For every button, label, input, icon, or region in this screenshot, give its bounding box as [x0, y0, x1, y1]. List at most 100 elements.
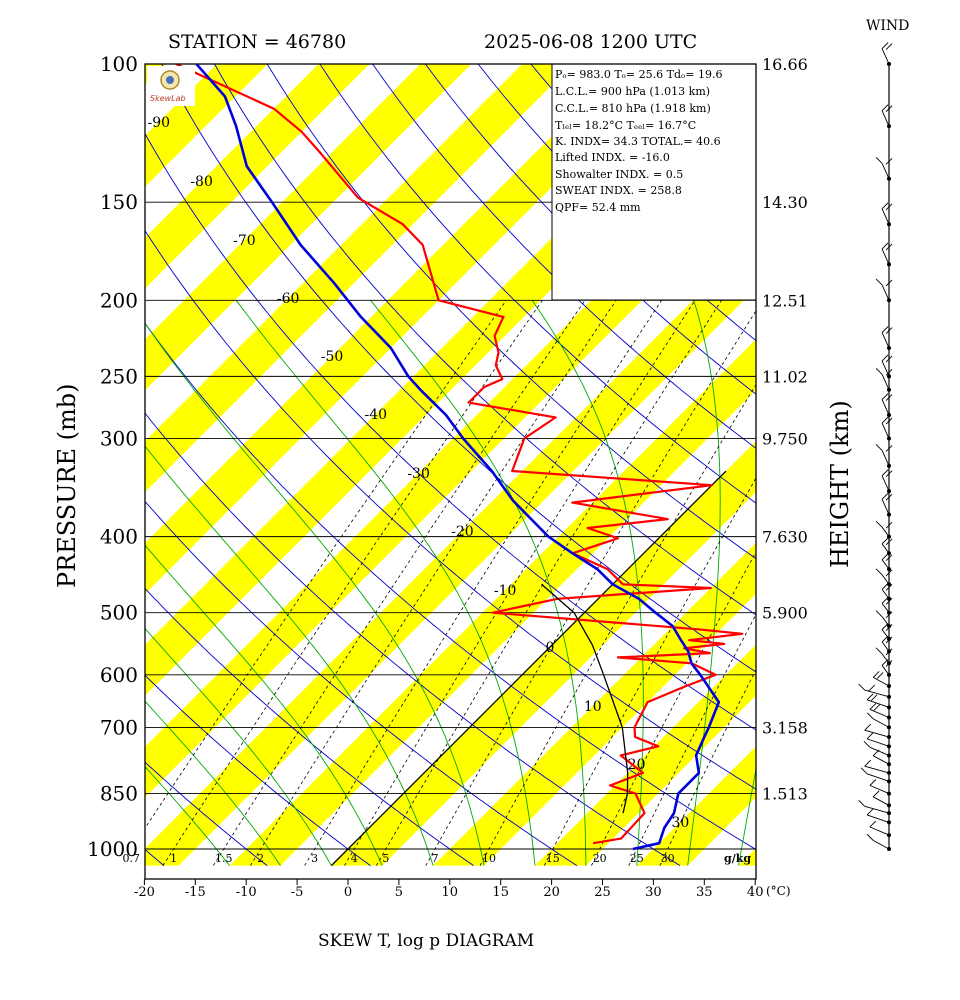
- wind-barb-feather: [881, 393, 889, 400]
- dry-adiabat: [0, 47, 61, 866]
- wind-barb: [881, 629, 890, 640]
- height-label: 11.02: [762, 367, 808, 386]
- wind-barb-feather: [860, 767, 868, 775]
- pressure-label: 100: [100, 52, 138, 76]
- x-tick-label: 0: [344, 885, 352, 900]
- dry-adiabat: [145, 412, 681, 866]
- moist-adiabat: [145, 300, 332, 866]
- wind-barb: [881, 208, 890, 225]
- mixing-ratio-labels: 0.7 1 1.5 2 3 4 5 7 10 15 20 25 30: [122, 852, 674, 865]
- wind-barb-feather: [875, 368, 883, 375]
- index-line-3: C.C.L.= 810 hPa (1.918 km): [555, 102, 711, 115]
- wind-barb-feather: [885, 157, 893, 165]
- wind-barb-feather: [885, 243, 893, 251]
- wind-barb: [881, 616, 890, 627]
- wind-barb: [881, 332, 890, 349]
- x-tick-label: -20: [134, 885, 155, 900]
- wind-barb-feather: [885, 554, 893, 562]
- black-profile: [541, 583, 629, 814]
- height-label: 3.158: [762, 718, 808, 737]
- isotherm-band: [942, 47, 960, 866]
- mixing-ratio-label: 5: [382, 852, 389, 865]
- wind-barb: [864, 805, 890, 814]
- wind-barb-feather: [885, 538, 893, 546]
- isotherm-band: [636, 746, 756, 866]
- moist-adiabat: [235, 300, 536, 866]
- isotherm-label: 30: [671, 815, 689, 831]
- wind-barb-feather: [869, 703, 877, 710]
- wind-barb: [866, 738, 890, 747]
- wind-barb: [881, 653, 890, 664]
- wind-barb: [866, 699, 890, 708]
- index-line-7: Showalter INDX. = 0.5: [555, 168, 683, 181]
- pressure-label: 850: [100, 782, 138, 806]
- wind-barb-feather: [885, 470, 893, 477]
- wind-barb-feather: [875, 156, 883, 164]
- wind-barb-feather: [885, 369, 893, 376]
- moist-adiabat: [145, 300, 434, 866]
- wind-barb: [869, 746, 890, 756]
- station-label: STATION = 46780: [168, 31, 346, 53]
- dry-adiabat: [145, 587, 474, 866]
- wind-barb: [872, 755, 890, 765]
- isotherm-label: -70: [233, 233, 256, 249]
- height-label: 14.30: [762, 193, 808, 212]
- wind-barb-feather: [885, 43, 893, 50]
- mixing-ratio-label: 1.5: [215, 852, 233, 865]
- wind-barb: [881, 475, 890, 492]
- wind-barb-feather: [885, 493, 893, 501]
- pressure-label: 500: [100, 601, 138, 625]
- wind-barb: [881, 499, 890, 515]
- wind-barb: [881, 559, 890, 570]
- mixing-ratio-label: 30: [661, 852, 675, 865]
- wind-barb-feather: [868, 684, 876, 692]
- wind-barb-feather: [864, 723, 872, 731]
- wind-barb-feather: [869, 779, 877, 786]
- index-line-1: Pₒ= 983.0 Tₒ= 25.6 Tdₒ= 19.6: [555, 68, 722, 81]
- wind-barb-feather: [873, 704, 881, 711]
- wind-label: WIND: [866, 18, 909, 34]
- wind-barb: [872, 796, 890, 806]
- x-tick-label: 25: [594, 885, 611, 900]
- dry-adiabat: [145, 322, 756, 851]
- wind-barb-feather: [872, 671, 880, 678]
- wind-barb: [881, 602, 890, 613]
- dry-adiabat: [161, 64, 756, 673]
- dry-adiabat-lines: [0, 47, 756, 866]
- height-label: 7.630: [762, 528, 808, 547]
- dry-adiabat: [213, 64, 756, 616]
- wind-barb-feather: [881, 469, 889, 476]
- mixing-ratio-line: [425, 300, 756, 866]
- height-label: 16.66: [762, 55, 808, 74]
- mixing-ratio-line: [212, 300, 586, 866]
- isotherm-label: 10: [584, 699, 602, 715]
- moist-adiabat: [531, 300, 644, 866]
- wind-barb-feather: [864, 759, 872, 767]
- wind-barb: [869, 709, 890, 718]
- isotherm-label: -30: [407, 466, 430, 482]
- mixing-ratio-line: [659, 300, 756, 866]
- wind-barb-feather: [881, 354, 889, 362]
- mixing-ratio-line: [304, 300, 662, 866]
- mixing-ratio-line: [479, 300, 756, 866]
- isotherm-band: [145, 64, 574, 493]
- wind-barb-feather: [881, 242, 889, 250]
- isotherm-labels: -90 -80 -70 -60 -50 -40 -30 -20 -10 0 10 20 30: [148, 115, 690, 831]
- isotherm-band: [229, 339, 756, 866]
- mixing-ratio-line: [628, 300, 756, 866]
- mixing-ratio-label: 7: [432, 852, 439, 865]
- wind-barb-feather: [875, 610, 883, 617]
- pressure-label: 600: [100, 663, 138, 687]
- blue-profile: [195, 64, 721, 851]
- logo: SkewLab: [147, 66, 195, 106]
- isotherm-label: 20: [628, 757, 646, 773]
- wind-barb: [881, 543, 890, 554]
- zero-isotherm: [330, 470, 727, 867]
- wind-barb-feather: [885, 355, 893, 363]
- time-label: 2025-06-08 1200 UTC: [484, 31, 697, 53]
- wind-barb-feather: [866, 712, 874, 720]
- red-profile: [175, 64, 744, 845]
- wind-barb: [881, 641, 890, 652]
- height-label: 5.900: [762, 604, 808, 623]
- isotherm-label: -60: [277, 291, 300, 307]
